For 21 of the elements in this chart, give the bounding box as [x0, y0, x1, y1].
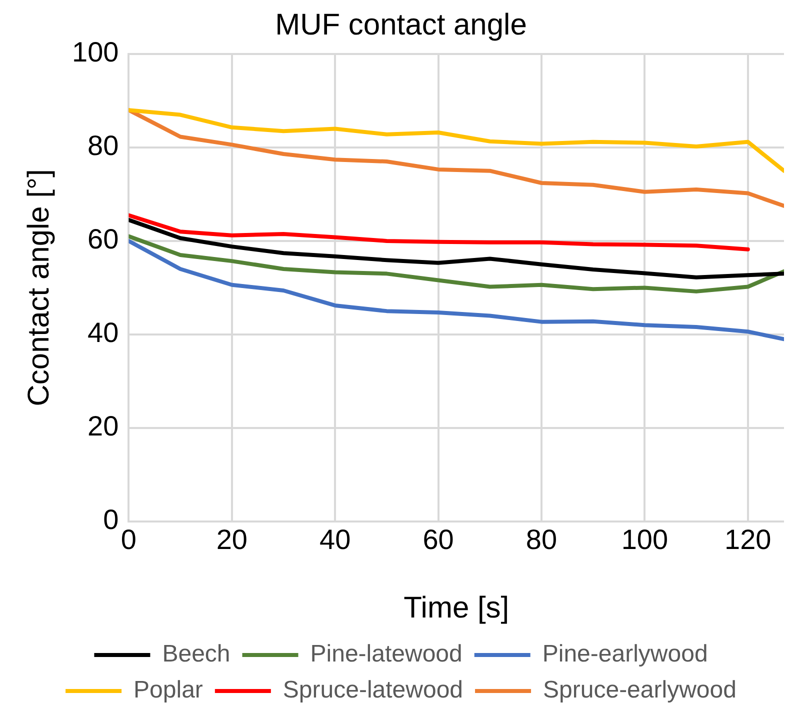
y-tick-label: 0	[103, 504, 119, 536]
legend-label: Pine-latewood	[310, 640, 462, 668]
x-tick-label: 60	[422, 524, 454, 555]
chart-title: MUF contact angle	[275, 8, 527, 42]
legend-label: Spruce-latewood	[282, 676, 464, 704]
legend-label: Pine-earlywood	[542, 640, 708, 668]
y-tick-label: 60	[88, 224, 119, 255]
legend-label: Poplar	[134, 676, 203, 704]
x-tick-label: 40	[320, 524, 351, 555]
y-axis-title: Ccontact angle [°]	[22, 169, 56, 406]
y-tick-label: 100	[72, 36, 119, 68]
x-tick-label: 80	[526, 524, 558, 555]
x-tick-label: 20	[216, 524, 248, 555]
legend-label: Spruce-earlywood	[543, 676, 736, 704]
legend-label: Beech	[162, 640, 230, 668]
y-tick-label: 80	[88, 130, 119, 162]
x-tick-label: 100	[621, 524, 668, 555]
x-axis-title: Time [s]	[404, 591, 510, 624]
y-tick-label: 20	[88, 410, 119, 442]
y-tick-label: 40	[88, 317, 119, 348]
x-tick-label: 120	[724, 524, 772, 555]
